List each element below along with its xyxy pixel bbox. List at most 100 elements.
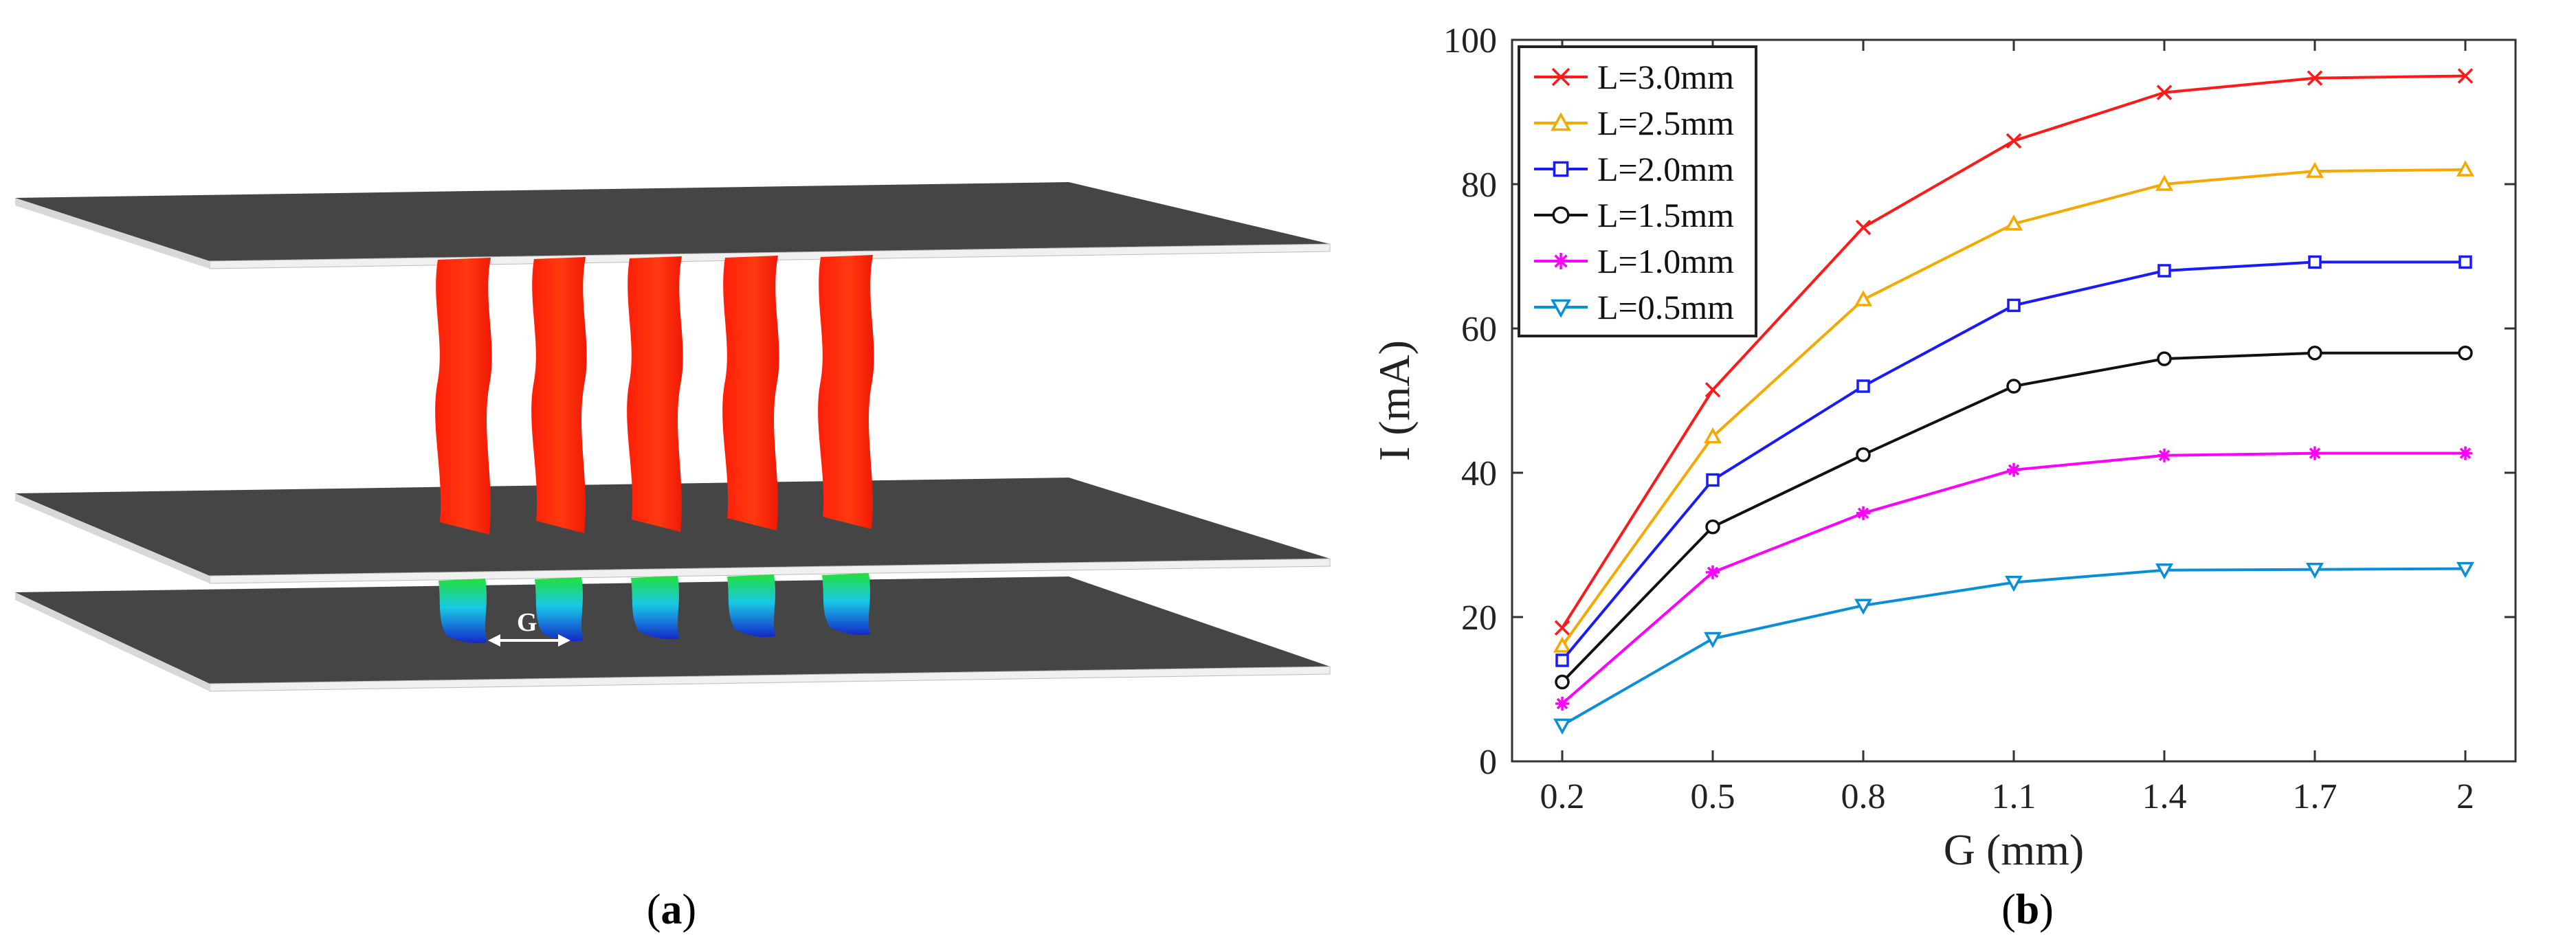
gap-label: G [517, 608, 537, 637]
legend-item: L=2.0mm [1534, 150, 1734, 188]
legend-marker [1552, 206, 1570, 224]
data-point [1553, 718, 1571, 735]
legend-label: L=2.5mm [1597, 104, 1734, 142]
data-point [2156, 85, 2173, 100]
x-tick-label: 1.7 [2293, 777, 2338, 816]
data-point [1856, 447, 1871, 462]
data-point [2007, 298, 2021, 313]
legend: L=3.0mm L=2.5mm L=2.0mm L=1.5mm L=1.0mm L=0.5… [1518, 45, 1757, 337]
data-point [2306, 161, 2324, 178]
y-tick-label: 20 [1461, 598, 1497, 638]
data-point [2307, 345, 2322, 361]
upper-fibers [435, 255, 874, 535]
x-tick-label: 0.5 [1691, 777, 1735, 816]
panel-a-illustration: G (a) [15, 182, 1331, 933]
y-tick-label: 100 [1443, 21, 1497, 60]
lower-fiber-1 [438, 579, 487, 644]
lower-fiber-5 [822, 573, 870, 636]
panel-b-label: (b) [2001, 886, 2054, 933]
x-tick-label: 1.1 [1992, 777, 2036, 816]
data-point [1553, 636, 1571, 653]
series-L=0.5mm [1553, 561, 2474, 735]
data-point [2308, 446, 2322, 460]
series-L=2.5mm [1553, 160, 2474, 653]
y-axis-ticks: 0 20 40 60 80 100 [1443, 21, 2516, 782]
legend-box [1518, 45, 1757, 337]
data-point [1856, 506, 1870, 520]
series-L=2.0mm [1555, 255, 2472, 667]
top-plate [15, 182, 1331, 269]
data-point [1705, 382, 1721, 398]
gap-indicator: G [488, 608, 570, 647]
data-point [1555, 674, 1570, 690]
data-point [2308, 255, 2322, 269]
upper-fiber-4 [722, 256, 779, 530]
data-point [1854, 290, 1872, 306]
data-point [2157, 351, 2172, 366]
data-point [2155, 563, 2173, 580]
series-L=1.0mm [1555, 446, 2472, 711]
legend-item: L=0.5mm [1534, 288, 1734, 326]
data-point [2456, 561, 2474, 579]
lower-fibers [438, 573, 870, 644]
legend-label: L=0.5mm [1597, 288, 1734, 326]
legend-label: L=3.0mm [1597, 58, 1734, 96]
data-point [2458, 446, 2472, 460]
y-tick-label: 60 [1461, 310, 1497, 349]
x-tick-label: 1.4 [2142, 777, 2187, 816]
legend-item: L=1.0mm [1534, 242, 1734, 280]
legend-item: L=2.5mm [1534, 104, 1734, 142]
data-point [2006, 133, 2022, 149]
series-L=1.5mm [1555, 345, 2473, 690]
data-point [1854, 598, 1872, 615]
data-point [2155, 175, 2173, 191]
data-point [1555, 653, 1569, 667]
lower-fiber-4 [727, 574, 775, 638]
x-axis-label: G (mm) [1944, 825, 2084, 874]
legend-marker [1551, 112, 1571, 131]
legend-marker [1553, 161, 1569, 177]
data-point [1555, 697, 1569, 711]
legend-label: L=2.0mm [1597, 150, 1734, 188]
upper-fiber-2 [531, 257, 587, 533]
data-point [2456, 160, 2474, 177]
y-tick-label: 0 [1479, 743, 1497, 782]
data-point [1705, 519, 1720, 535]
data-point [2157, 264, 2171, 278]
data-point [2007, 462, 2021, 477]
data-point [2458, 255, 2472, 269]
data-point [2005, 575, 2023, 592]
upper-fiber-5 [818, 255, 874, 529]
legend-items: L=3.0mm L=2.5mm L=2.0mm L=1.5mm L=1.0mm L=0.5… [1534, 58, 1734, 326]
data-point [2306, 562, 2324, 579]
y-tick-label: 40 [1461, 454, 1497, 493]
series-L=3.0mm [1554, 68, 2474, 636]
data-point [1706, 473, 1720, 487]
data-point [1706, 565, 1720, 579]
legend-item: L=1.5mm [1534, 196, 1734, 234]
legend-marker [1551, 299, 1571, 318]
data-point [2006, 379, 2021, 394]
data-point [1855, 219, 1872, 236]
upper-fiber-3 [627, 256, 683, 532]
series-layer [1553, 68, 2474, 735]
data-point [2458, 345, 2473, 361]
data-point [1554, 620, 1570, 636]
lower-fiber-2 [535, 577, 583, 642]
legend-item: L=3.0mm [1534, 58, 1734, 96]
y-tick-label: 80 [1461, 166, 1497, 205]
legend-label: L=1.0mm [1597, 242, 1734, 280]
lower-fiber-3 [631, 576, 679, 640]
legend-label: L=1.5mm [1597, 196, 1734, 234]
panel-a-label: (a) [647, 886, 696, 933]
x-tick-label: 2 [2456, 777, 2474, 816]
legend-marker [1551, 67, 1570, 87]
legend-marker [1553, 253, 1569, 269]
x-axis-ticks: 0.2 0.5 0.8 1.1 1.4 1.7 2 [1540, 40, 2474, 816]
data-point [2005, 214, 2023, 231]
data-point [1704, 427, 1722, 444]
y-axis-label: I (mA) [1370, 340, 1419, 461]
data-point [1856, 379, 1870, 393]
x-tick-label: 0.2 [1540, 777, 1585, 816]
data-point [1704, 631, 1722, 649]
